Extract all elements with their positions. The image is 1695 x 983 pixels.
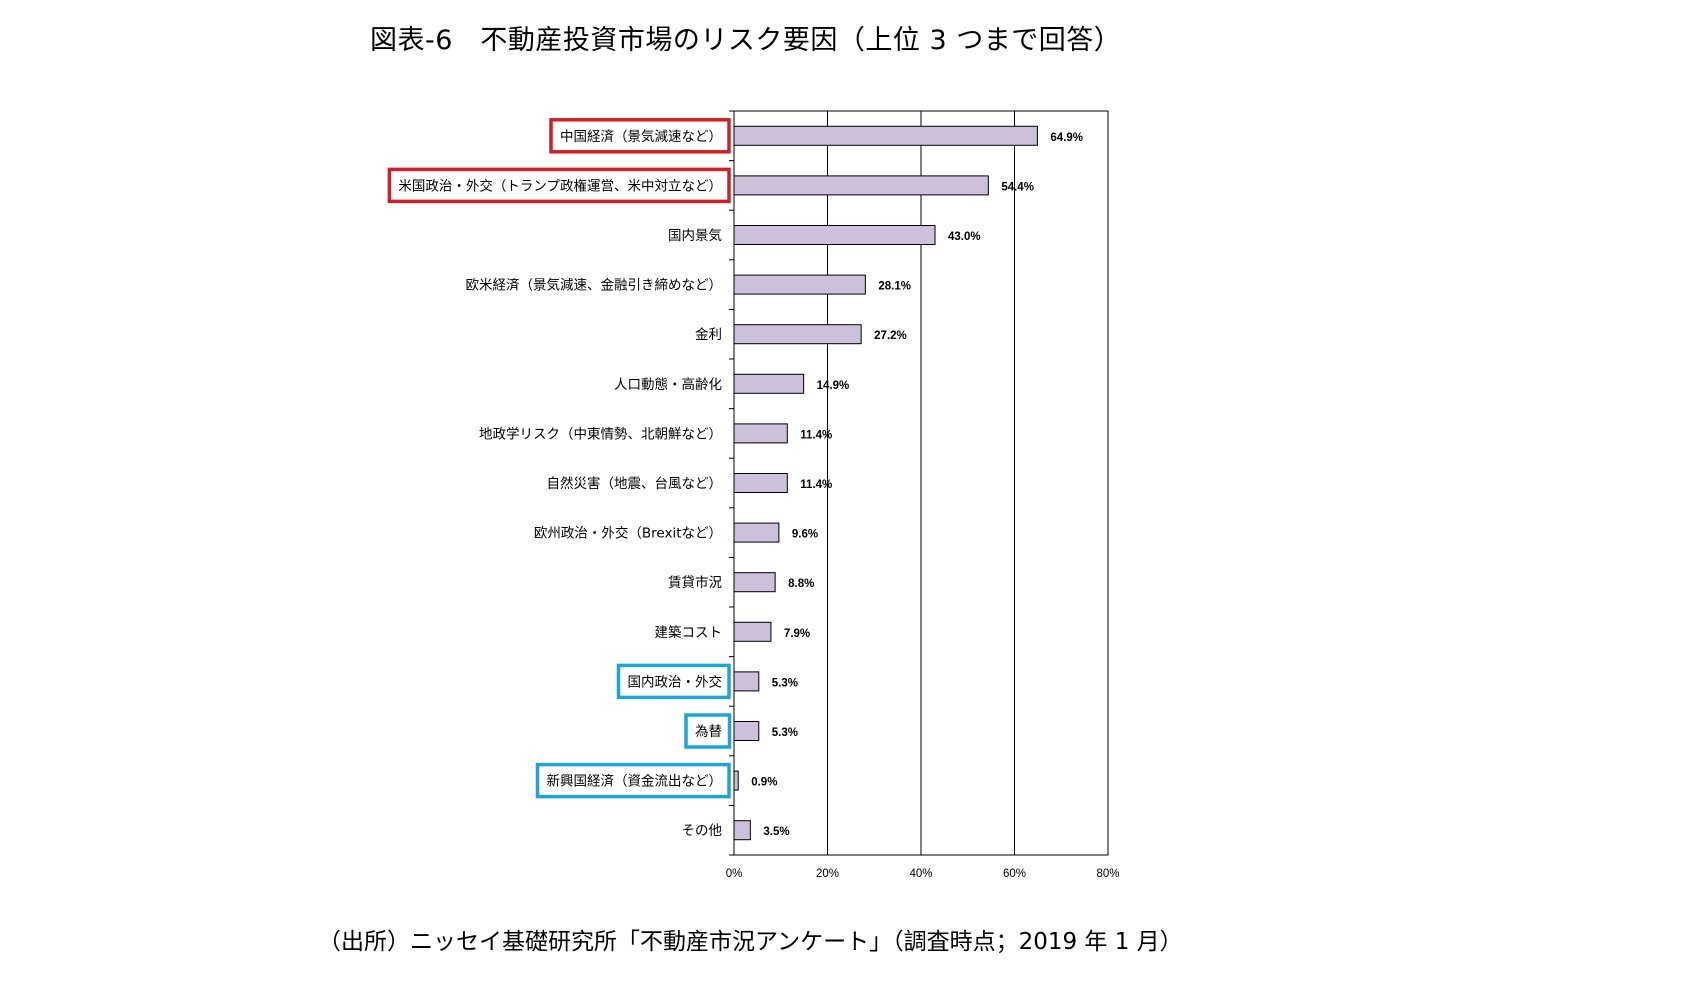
highlight-box-blue bbox=[616, 663, 731, 700]
bar bbox=[733, 820, 751, 841]
source-note: （出所）ニッセイ基礎研究所「不動産市況アンケート」（調査時点；2019 年 1 … bbox=[318, 929, 1183, 955]
bar bbox=[733, 572, 776, 593]
value-label: 11.4% bbox=[800, 479, 832, 491]
x-tick-label: 40% bbox=[909, 868, 932, 880]
category-label: 新興国経済（資金流出など） bbox=[547, 774, 723, 790]
category-label: 国内政治・外交 bbox=[628, 673, 723, 690]
category-label: 中国経済（景気減速など） bbox=[560, 128, 722, 145]
category-label: 金利 bbox=[695, 327, 722, 343]
bar bbox=[733, 225, 936, 245]
bar bbox=[733, 175, 989, 196]
value-label: 11.4% bbox=[800, 429, 832, 441]
bar bbox=[733, 522, 780, 543]
category-label: その他 bbox=[682, 823, 723, 839]
bar bbox=[733, 125, 1038, 146]
category-label: 国内景気 bbox=[668, 228, 722, 244]
value-label: 5.3% bbox=[772, 677, 798, 689]
x-tick-label: 80% bbox=[1096, 868, 1119, 880]
category-label: 欧州政治・外交（Brexitなど） bbox=[534, 525, 722, 542]
category-label: 建築コスト bbox=[655, 625, 723, 641]
category-label: 人口動態・高齢化 bbox=[614, 376, 722, 393]
bar bbox=[733, 324, 862, 345]
highlight-box-blue bbox=[684, 713, 732, 749]
category-label: 欧米経済（景気減速、金融引き締めなど） bbox=[466, 277, 723, 294]
highlight-box-red bbox=[387, 167, 731, 204]
x-tick-label: 60% bbox=[1003, 868, 1026, 880]
x-tick-label: 0% bbox=[726, 868, 743, 880]
highlight-box-blue bbox=[535, 762, 731, 799]
category-label: 為替 bbox=[695, 724, 723, 740]
bar bbox=[733, 621, 772, 642]
bar bbox=[733, 671, 760, 692]
value-label: 43.0% bbox=[948, 231, 981, 243]
highlight-box-red bbox=[549, 118, 731, 154]
value-label: 0.9% bbox=[751, 777, 777, 789]
value-label: 54.4% bbox=[1001, 181, 1034, 193]
category-label: 地政学リスク（中東情勢、北朝鮮など） bbox=[479, 426, 722, 442]
bar bbox=[733, 721, 760, 741]
bar bbox=[733, 770, 739, 791]
value-label: 27.2% bbox=[874, 330, 907, 342]
x-tick-label: 20% bbox=[816, 868, 839, 880]
value-label: 8.8% bbox=[788, 578, 814, 590]
value-label: 3.5% bbox=[763, 826, 789, 838]
value-label: 7.9% bbox=[784, 628, 810, 640]
value-label: 5.3% bbox=[772, 727, 798, 739]
value-label: 64.9% bbox=[1050, 132, 1083, 144]
category-label: 賃貸市況 bbox=[668, 574, 722, 591]
category-label: 自然災害（地震、台風など） bbox=[547, 475, 723, 492]
bar bbox=[733, 473, 788, 493]
value-label: 28.1% bbox=[878, 281, 911, 293]
bar bbox=[733, 274, 866, 295]
bar bbox=[733, 423, 788, 444]
value-label: 14.9% bbox=[817, 380, 850, 392]
bar bbox=[733, 373, 805, 394]
category-label: 米国政治・外交（トランプ政権運営、米中対立など） bbox=[398, 177, 722, 194]
chart-title: 図表-6 不動産投資市場のリスク要因（上位 3 つまで回答） bbox=[370, 25, 1122, 56]
value-label: 9.6% bbox=[792, 529, 818, 541]
